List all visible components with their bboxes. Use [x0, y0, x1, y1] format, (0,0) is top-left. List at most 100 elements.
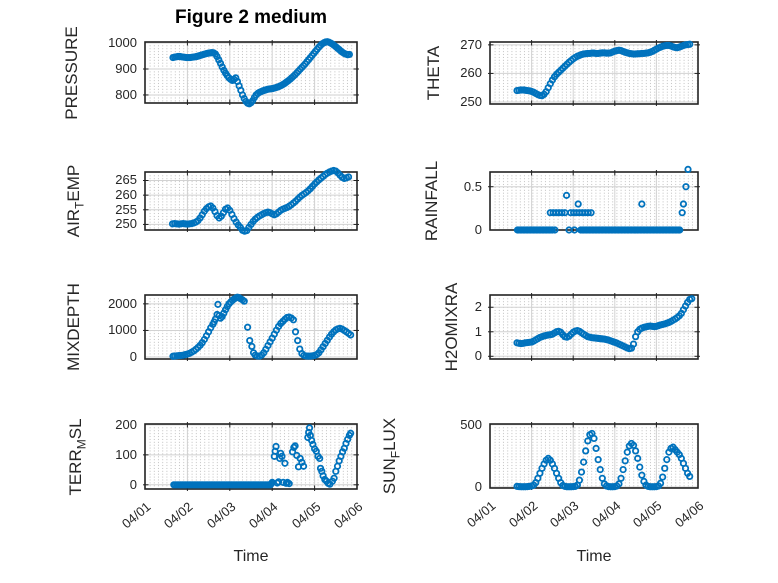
data-point [246, 336, 254, 345]
sun-flux-plot-area [489, 422, 699, 491]
data-point [619, 465, 627, 474]
y-axis-label-sun-flux: SUNFLUX [379, 356, 403, 556]
x-tick-label: 04/03 [547, 497, 582, 531]
y-tick-label: 0 [474, 479, 482, 494]
data-point [676, 226, 684, 234]
data-point [686, 40, 694, 48]
subplot-terr-msl: TERRMSL 0 100 200 04/01 04/02 04/03 04/04 04/05… [66, 417, 365, 531]
data-point [214, 300, 222, 308]
x-tick-label: 04/02 [161, 498, 196, 532]
ylabel-subscript: T [72, 201, 87, 209]
data-point [587, 209, 595, 217]
subplot-mixdepth: MIXDEPTH 0 1000 2000 [64, 283, 359, 371]
y-tick-label: 0 [129, 476, 137, 492]
data-point [344, 173, 353, 181]
mixdepth-plot-area [143, 293, 359, 361]
data-point [638, 471, 646, 479]
x-tick-label: 04/05 [630, 497, 665, 531]
ylabel-text: SUN [380, 458, 399, 495]
y-tick-label: 255 [115, 201, 137, 217]
x-tick-label: 04/05 [288, 498, 324, 532]
y-tick-label: 200 [115, 416, 137, 432]
data-point [551, 226, 559, 234]
y-tick-label: 0 [474, 348, 482, 364]
data-point [278, 452, 286, 460]
data-point [347, 429, 355, 437]
data-point [240, 297, 248, 305]
x-tick-label: 04/04 [588, 497, 624, 531]
y-tick-label: 0.5 [463, 178, 482, 194]
data-point [632, 447, 640, 455]
y-tick-label: 2000 [108, 295, 137, 311]
x-tick-label: 04/03 [203, 498, 239, 532]
y-axis-label-rainfall: RAINFALL [421, 101, 443, 301]
subplot-air-temp: AIRTEMP 250 255 260 265 [64, 165, 359, 237]
data-point [679, 200, 688, 208]
y-tick-label: 0 [474, 222, 482, 237]
ylabel-text: EMP [64, 164, 83, 202]
x-axis-label-left: Time [233, 548, 269, 565]
subplot-theta: THETA 250 260 270 [424, 37, 700, 109]
data-point [663, 456, 671, 464]
y-tick-label: 2 [474, 299, 482, 315]
data-point [617, 474, 625, 482]
data-point [244, 323, 252, 331]
y-tick-label: 260 [460, 65, 482, 81]
h2omixra-plot-area [488, 293, 700, 361]
y-tick-label: 265 [115, 172, 137, 188]
data-point [345, 50, 353, 59]
data-point [634, 454, 642, 462]
theta-plot-area [488, 40, 700, 106]
ylabel-text: SL [66, 417, 85, 439]
data-point [308, 436, 316, 445]
data-point [590, 434, 598, 443]
y-tick-label: 500 [460, 416, 482, 432]
data-point [580, 458, 588, 466]
data-point [638, 200, 646, 208]
data-point [285, 480, 293, 488]
subplot-rainfall: RAINFALL 0 0.5 [422, 161, 700, 241]
ylabel-text: TERR [66, 448, 85, 496]
data-point [582, 447, 590, 455]
x-tick-label: 04/06 [671, 497, 707, 531]
data-point [299, 462, 308, 470]
air-temp-plot-area [143, 166, 359, 235]
data-point [248, 342, 256, 350]
x-tick-label: 04/02 [505, 497, 541, 531]
data-point [636, 463, 644, 471]
y-tick-label: 270 [460, 36, 482, 52]
data-point [548, 226, 557, 234]
ylabel-subscript: F [388, 450, 403, 459]
y-tick-label: 1 [474, 323, 482, 339]
y-tick-label: 100 [115, 446, 137, 462]
data-point [574, 200, 582, 208]
data-point [289, 316, 297, 324]
data-point [659, 473, 667, 481]
y-tick-label: 1000 [108, 322, 137, 338]
ylabel-subscript: M [74, 438, 89, 449]
data-point [661, 464, 669, 472]
x-axis-label-right: Time [576, 548, 612, 565]
data-point [684, 165, 692, 174]
data-point [623, 448, 631, 456]
x-tick-label: 04/01 [118, 498, 154, 532]
data-point [686, 472, 694, 481]
data-point [575, 476, 584, 484]
ylabel-text: LUX [380, 417, 399, 451]
data-point [594, 456, 602, 464]
y-tick-label: 260 [115, 187, 137, 203]
terr-msl-plot-area [143, 422, 359, 491]
data-point [558, 209, 566, 217]
data-point [347, 331, 355, 339]
data-point [316, 454, 324, 463]
data-point [577, 468, 586, 476]
data-point [291, 442, 299, 450]
data-point [656, 479, 665, 487]
y-tick-label: 250 [115, 216, 137, 232]
data-point [562, 191, 571, 199]
data-point [272, 442, 280, 451]
y-tick-label: 0 [129, 349, 137, 365]
y-tick-label: 800 [115, 86, 137, 102]
